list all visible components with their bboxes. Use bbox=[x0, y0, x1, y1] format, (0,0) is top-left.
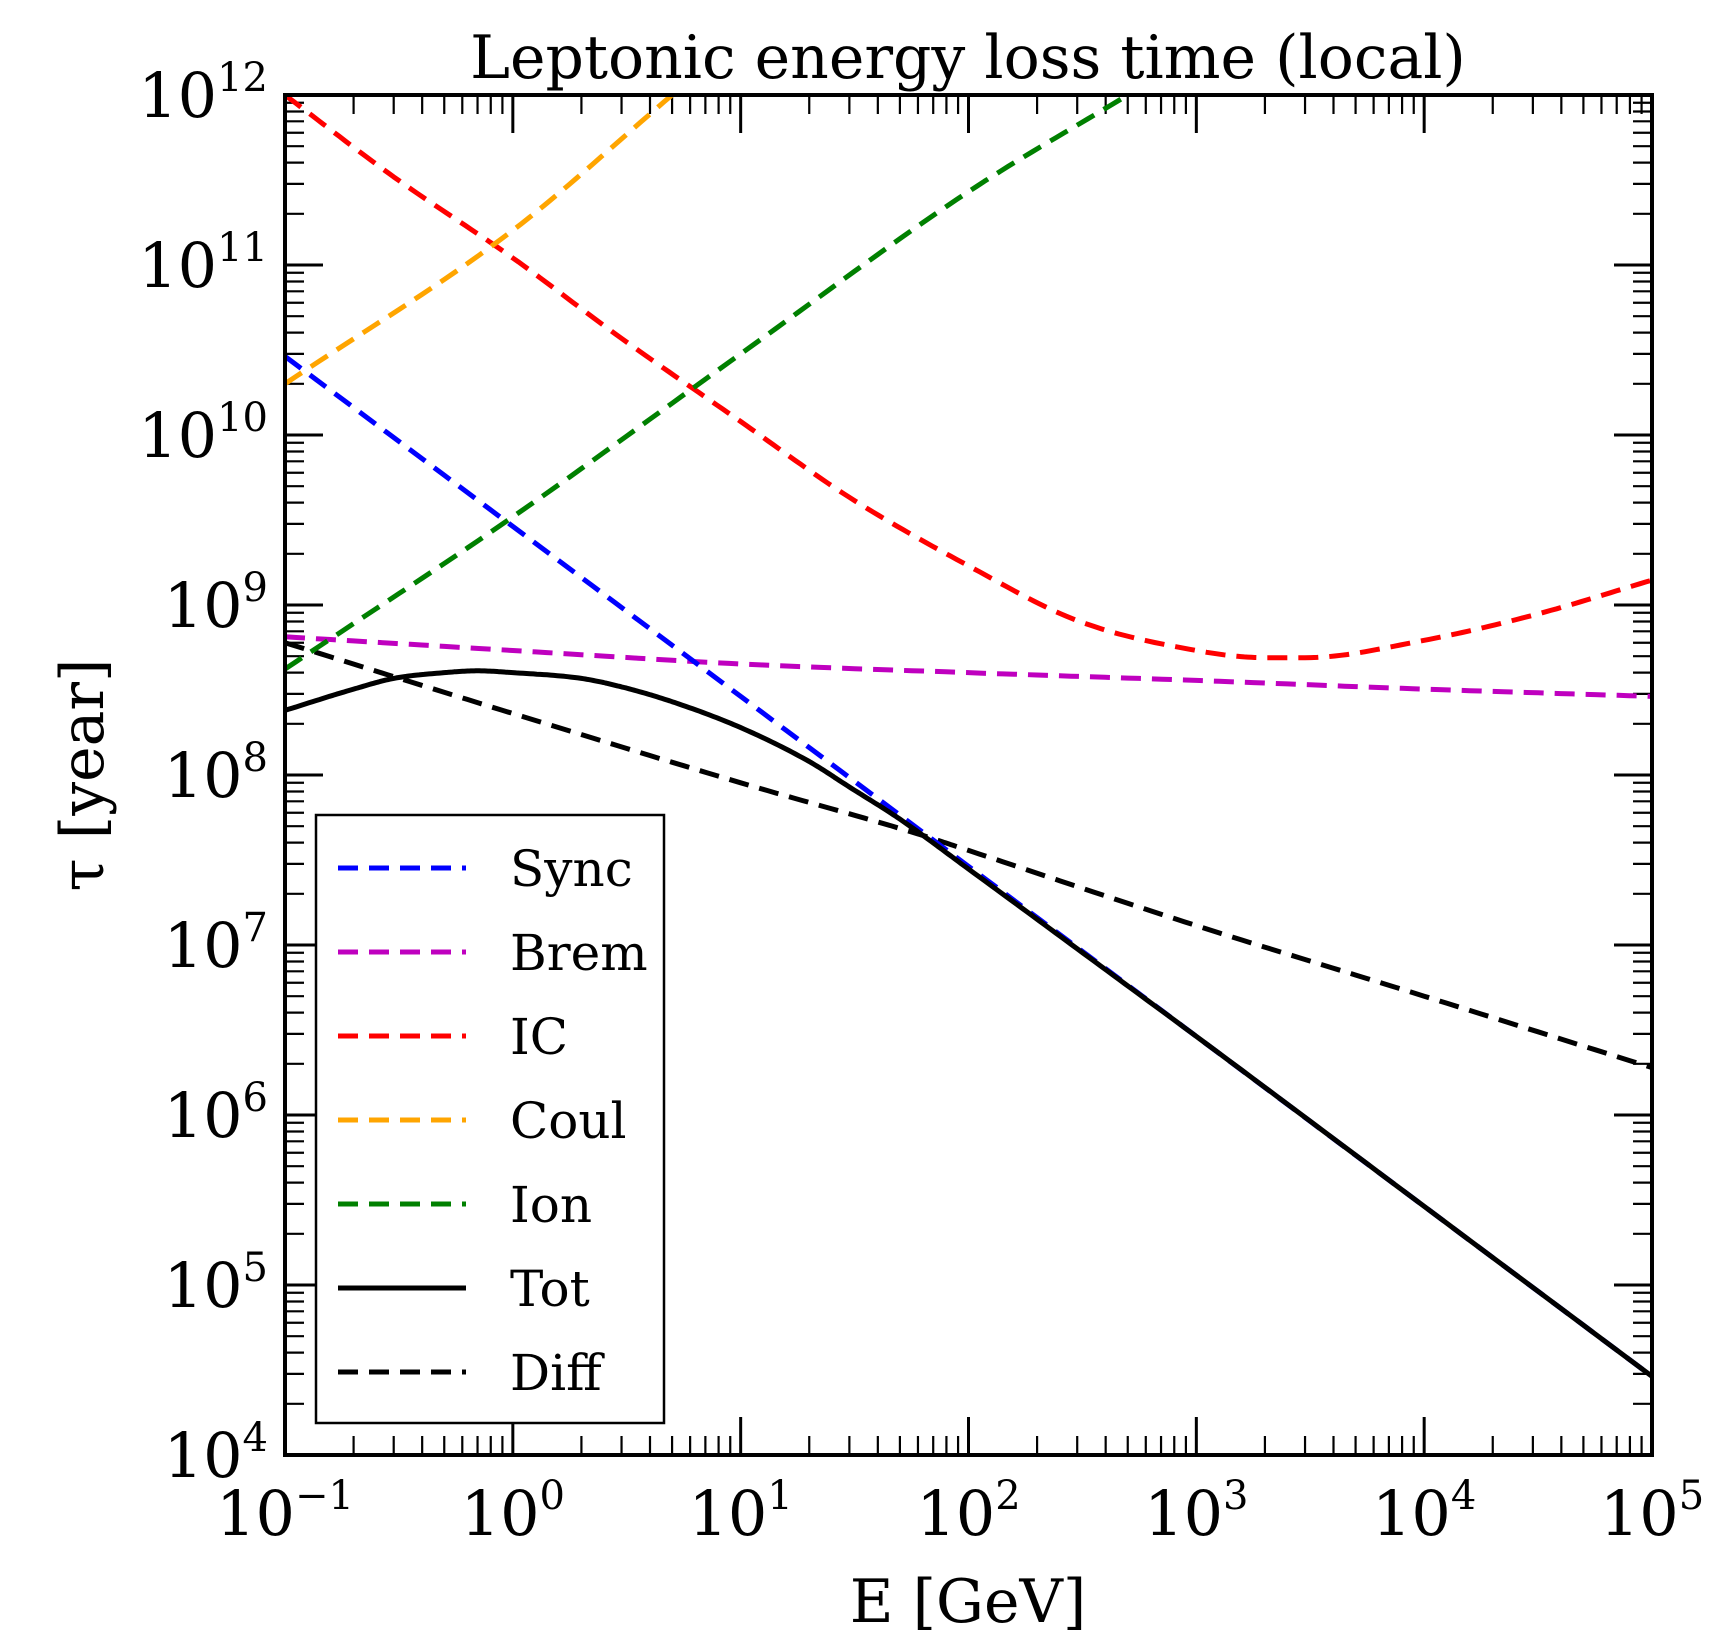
x-tick-label: 105 bbox=[1600, 1473, 1704, 1550]
series-line-diff bbox=[285, 640, 1652, 1070]
legend-label-coul: Coul bbox=[510, 1092, 627, 1150]
minor-ticks bbox=[285, 95, 1652, 1455]
legend-label-ion: Ion bbox=[510, 1176, 592, 1234]
y-tick-label: 108 bbox=[164, 735, 268, 812]
y-tick-labels: 104 105 106 107 108 109 1010 1011 1012 bbox=[138, 55, 268, 1492]
y-axis-title: τ [year] bbox=[48, 659, 118, 892]
x-tick-label: 102 bbox=[916, 1473, 1020, 1550]
series-line-coul bbox=[285, 95, 674, 386]
y-tick-label: 109 bbox=[164, 565, 268, 642]
x-tick-label: 104 bbox=[1372, 1473, 1476, 1550]
legend: Sync Brem IC Coul Ion Tot Diff bbox=[314, 813, 666, 1425]
legend-label-sync: Sync bbox=[510, 840, 633, 898]
legend-label-brem: Brem bbox=[510, 924, 648, 982]
y-tick-label: 107 bbox=[164, 905, 268, 982]
series-layer bbox=[285, 95, 1652, 1379]
plot-frame bbox=[283, 93, 1654, 1457]
y-tick-label: 105 bbox=[164, 1245, 268, 1322]
x-tick-label: 10−1 bbox=[216, 1473, 354, 1550]
y-tick-label: 1012 bbox=[138, 55, 268, 132]
series-line-ic bbox=[285, 95, 1652, 661]
y-tick-label: 1011 bbox=[138, 225, 268, 302]
series-line-tot bbox=[285, 668, 1652, 1379]
series-line-brem bbox=[285, 634, 1652, 699]
x-axis-title: E [GeV] bbox=[850, 1567, 1086, 1637]
x-tick-labels: 10−1 100 101 102 103 104 105 bbox=[216, 1473, 1704, 1550]
legend-label-tot: Tot bbox=[510, 1260, 590, 1318]
legend-label-ic: IC bbox=[510, 1008, 568, 1066]
y-tick-label: 106 bbox=[164, 1075, 268, 1152]
legend-label-diff: Diff bbox=[510, 1344, 605, 1402]
x-tick-label: 101 bbox=[688, 1473, 792, 1550]
x-tick-label: 103 bbox=[1144, 1473, 1248, 1550]
y-tick-label: 104 bbox=[164, 1415, 268, 1492]
x-tick-label: 100 bbox=[461, 1473, 565, 1550]
y-tick-label: 1010 bbox=[138, 395, 268, 472]
chart-title: Leptonic energy loss time (local) bbox=[470, 23, 1466, 93]
